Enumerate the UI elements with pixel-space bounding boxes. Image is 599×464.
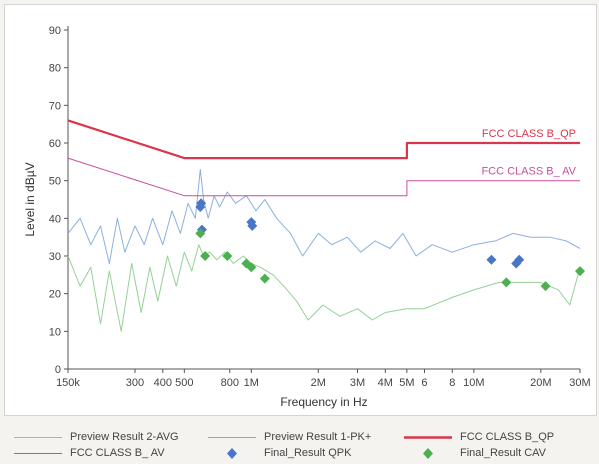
x-tick-label: 150k bbox=[56, 377, 80, 389]
legend-label-qp-limit: FCC CLASS B_QP bbox=[460, 431, 555, 443]
point-final-result-cav bbox=[195, 228, 206, 239]
y-tick-label: 0 bbox=[55, 364, 61, 376]
legend-label-av-limit: FCC CLASS B_ AV bbox=[70, 447, 165, 459]
point-final-result-cav bbox=[501, 277, 512, 288]
point-final-result-cav bbox=[575, 266, 585, 277]
point-final-result-cav bbox=[200, 251, 211, 261]
legend-swatch-qp-limit bbox=[404, 436, 452, 439]
x-tick-label: 400 bbox=[154, 377, 172, 389]
legend-marker-diamond bbox=[227, 448, 237, 459]
legend: Preview Result 2-AVG Preview Result 1-PK… bbox=[0, 428, 599, 464]
y-tick-label: 70 bbox=[49, 100, 61, 112]
x-tick-label: 1M bbox=[244, 377, 259, 389]
y-tick-label: 90 bbox=[49, 25, 61, 37]
y-axis-title: Level in dBµV bbox=[23, 162, 37, 236]
x-tick-label: 5M bbox=[399, 377, 414, 389]
point-final-result-qpk bbox=[514, 254, 525, 265]
x-tick-label: 6 bbox=[421, 377, 427, 389]
x-tick-label: 10M bbox=[463, 377, 484, 389]
annotation-fcc-class-b-qp: FCC CLASS B_QP bbox=[482, 128, 576, 140]
x-tick-label: 3M bbox=[350, 377, 365, 389]
x-tick-label: 20M bbox=[530, 377, 551, 389]
legend-label-avg: Preview Result 2-AVG bbox=[70, 431, 179, 443]
series-line-fcc-class-b-av bbox=[67, 157, 580, 197]
series-line-fcc-class-b-qp bbox=[67, 119, 580, 160]
point-final-result-cav bbox=[222, 251, 233, 261]
legend-swatch-av-limit bbox=[14, 453, 62, 454]
point-final-result-qpk bbox=[247, 220, 258, 231]
x-tick-label: 8 bbox=[449, 377, 455, 389]
y-tick-label: 60 bbox=[49, 138, 61, 150]
y-tick-label: 80 bbox=[49, 63, 61, 75]
y-tick-label: 20 bbox=[49, 289, 61, 301]
y-tick-label: 40 bbox=[49, 213, 61, 225]
series-line-preview-result-2-avg bbox=[67, 244, 581, 332]
x-tick-label: 800 bbox=[221, 377, 239, 389]
x-tick-label: 4M bbox=[378, 377, 393, 389]
point-final-result-cav bbox=[246, 262, 257, 273]
point-final-result-qpk bbox=[486, 254, 497, 265]
chart-frame bbox=[4, 4, 597, 416]
x-tick-label: 30M bbox=[569, 377, 590, 389]
point-final-result-qpk bbox=[196, 198, 207, 209]
y-tick-label: 30 bbox=[49, 251, 61, 263]
x-axis-title: Frequency in Hz bbox=[280, 395, 367, 409]
legend-label-pk: Preview Result 1-PK+ bbox=[264, 431, 372, 443]
x-tick-label: 300 bbox=[126, 377, 144, 389]
y-tick-label: 10 bbox=[49, 326, 61, 338]
x-tick-label: 500 bbox=[175, 377, 193, 389]
annotation-fcc-class-b-av: FCC CLASS B_ AV bbox=[481, 166, 576, 178]
x-tick-label: 2M bbox=[311, 377, 326, 389]
legend-swatch-pk bbox=[208, 437, 256, 438]
legend-marker-diamond bbox=[423, 448, 433, 459]
emission-chart: 0 10 20 30 40 50 60 70 80 90 150k 300 400 500 800 1M 2M 3… bbox=[23, 25, 591, 409]
legend-label-cav: Final_Result CAV bbox=[460, 447, 546, 459]
legend-swatch-avg bbox=[14, 437, 62, 438]
legend-swatch-qpk bbox=[227, 448, 237, 459]
legend-label-qpk: Final_Result QPK bbox=[264, 447, 352, 459]
legend-swatch-cav bbox=[423, 448, 433, 459]
y-tick-label: 50 bbox=[49, 176, 61, 188]
point-final-result-cav bbox=[259, 273, 270, 284]
series-line-preview-result-1-pk bbox=[67, 168, 581, 264]
point-final-result-cav bbox=[540, 281, 551, 292]
